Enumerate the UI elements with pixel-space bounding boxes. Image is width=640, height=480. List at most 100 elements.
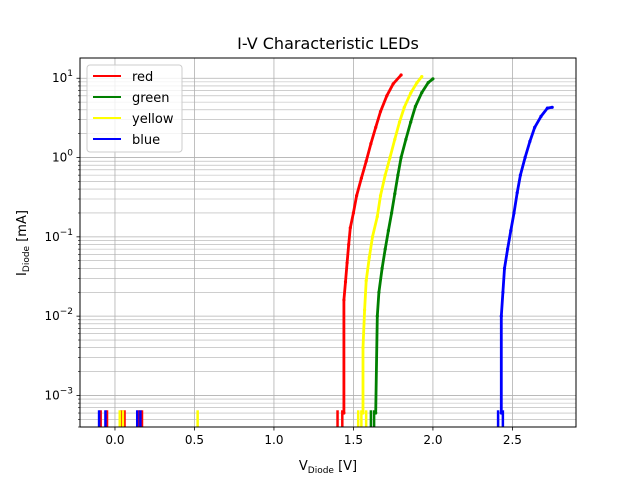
- series-yellow-point: [367, 255, 371, 259]
- series-red-point: [369, 142, 373, 146]
- series-red-point: [385, 94, 389, 98]
- y-tick-base: 10: [44, 230, 59, 244]
- y-axis-label-main: I: [15, 272, 30, 276]
- series-yellow-point: [388, 155, 392, 160]
- x-tick-label: 2.0: [423, 433, 442, 447]
- series-blue-point: [515, 191, 519, 195]
- x-axis-label-unit: [V]: [334, 459, 357, 474]
- series-yellow-point: [402, 105, 406, 109]
- series-red-point: [351, 211, 355, 215]
- y-tick-label: 101: [52, 69, 73, 85]
- legend: red green yellow blue: [86, 64, 183, 153]
- series-blue-point: [539, 114, 543, 118]
- x-tick-label: 0.5: [185, 433, 204, 447]
- series-red-point: [343, 280, 348, 284]
- legend-frame: [86, 64, 183, 153]
- y-tick-base: 10: [52, 71, 67, 85]
- x-axis-label-main: V: [299, 459, 308, 474]
- series-yellow-point: [375, 215, 379, 219]
- series-blue-point: [499, 411, 503, 415]
- plot-frame: [79, 57, 577, 428]
- series-red-point: [342, 298, 346, 302]
- x-axis-label: VDiode [V]: [299, 459, 357, 476]
- chart-title: I-V Characteristic LEDs: [237, 34, 419, 53]
- series-yellow-point: [364, 279, 368, 283]
- series-red-line: [342, 74, 403, 413]
- series-yellow: [118, 75, 424, 427]
- series-yellow-point: [393, 137, 397, 141]
- series-red-point: [364, 159, 368, 163]
- y-tick-base: 10: [44, 388, 59, 402]
- series-blue-point: [550, 105, 554, 109]
- series-red-point: [355, 194, 359, 198]
- series-green: [369, 77, 435, 427]
- y-tick-exponent: −1: [60, 228, 73, 238]
- y-axis-label: IDiode [mA]: [15, 210, 32, 276]
- x-axis-label-sub: Diode: [308, 466, 335, 476]
- series-green-point: [396, 173, 400, 177]
- series-red-point: [345, 261, 349, 265]
- series-yellow-line: [361, 75, 423, 413]
- series-green-line: [374, 77, 434, 414]
- series-green-point: [390, 211, 394, 215]
- series-green-point: [399, 155, 403, 160]
- series-green-point: [377, 290, 381, 294]
- legend-label-yellow: yellow: [132, 112, 174, 127]
- series-yellow-point: [361, 346, 365, 350]
- y-tick-label: 10−1: [44, 228, 73, 244]
- series-blue-point: [499, 314, 503, 318]
- series-green-point: [409, 120, 413, 124]
- y-axis-label-unit: [mA]: [15, 210, 30, 246]
- y-tick-label: 10−2: [44, 307, 73, 323]
- series-green-point: [386, 229, 390, 233]
- series-green-point: [383, 247, 387, 251]
- series-red-point: [342, 411, 346, 415]
- series-yellow-point: [415, 81, 419, 85]
- series-blue-point: [533, 125, 537, 129]
- series-red-point: [391, 82, 395, 86]
- series-red-point: [399, 73, 403, 77]
- y-tick-base: 10: [44, 309, 59, 323]
- y-axis-label-sub: Diode: [22, 245, 32, 272]
- series-blue-point: [523, 155, 527, 160]
- series-red-point: [348, 226, 352, 230]
- y-tick-exponent: −3: [60, 386, 73, 396]
- series-blue-point: [501, 290, 505, 294]
- series-red: [99, 73, 403, 427]
- series-layer: [97, 73, 554, 427]
- series-blue-point: [528, 139, 532, 143]
- series-yellow-point: [361, 411, 365, 415]
- series-green-point: [426, 81, 430, 85]
- series-blue-point: [506, 247, 510, 251]
- y-tick-label: 100: [52, 149, 73, 165]
- series-yellow-point: [363, 308, 367, 312]
- x-tick-label: 1.0: [264, 433, 283, 447]
- grid: [80, 58, 576, 428]
- y-tick-exponent: 1: [67, 69, 73, 79]
- series-yellow-point: [378, 194, 383, 198]
- x-tick-label: 0.0: [105, 433, 124, 447]
- series-green-point: [431, 77, 435, 81]
- series-green-point: [393, 192, 397, 196]
- legend-label-blue: blue: [132, 133, 160, 148]
- x-tick-label: 1.5: [344, 433, 363, 447]
- series-blue-point: [509, 229, 513, 233]
- y-tick-exponent: −2: [60, 307, 73, 317]
- series-red-point: [378, 110, 383, 114]
- x-tick-label: 2.5: [503, 433, 522, 447]
- series-red-point: [374, 125, 378, 129]
- series-blue-point: [502, 266, 507, 270]
- series-yellow-point: [397, 120, 402, 124]
- series-green-point: [374, 411, 378, 415]
- series-blue-point: [518, 173, 523, 177]
- series-red-point: [347, 242, 351, 247]
- series-yellow-point: [370, 235, 375, 239]
- legend-label-red: red: [132, 70, 153, 85]
- y-tick-label: 10−3: [44, 386, 73, 402]
- series-blue-point: [512, 211, 516, 215]
- series-green-point: [404, 137, 408, 141]
- y-tick-exponent: 0: [67, 149, 73, 159]
- series-yellow-point: [383, 173, 387, 177]
